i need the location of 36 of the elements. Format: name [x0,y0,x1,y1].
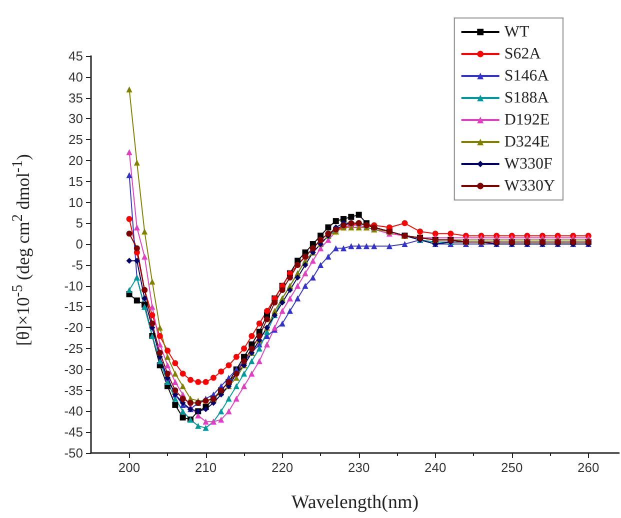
y-tick-label: -35 [64,382,83,398]
x-tick-label: 220 [271,460,294,475]
y-tick-label: -45 [64,424,83,440]
legend-label: S146A [504,68,550,84]
y-tick-label: 25 [68,132,83,148]
legend-label: S62A [504,46,542,62]
y-tick-label: 0 [76,236,83,252]
x-axis-title: Wavelength(nm) [291,492,419,513]
y-tick-label: -20 [64,320,83,336]
y-tick-label: 15 [68,174,83,189]
y-tick-label: -5 [71,257,83,272]
x-tick-label: 210 [194,460,217,475]
y-tick-label: -30 [64,362,83,377]
y-tick-label: -10 [64,278,83,294]
legend-label: W330Y [504,178,556,194]
x-tick-label: 260 [578,460,600,475]
y-tick-label: -15 [64,299,83,314]
y-tick-label: 35 [68,90,83,106]
y-tick-label: 40 [68,69,83,84]
y-tick-label: -25 [64,341,83,356]
x-tick-label: 240 [424,460,446,475]
legend-label: WT [504,24,530,40]
y-tick-label: 30 [68,111,83,126]
x-tick-label: 250 [501,460,523,475]
x-tick-label: 200 [118,460,140,475]
legend-label: D324E [504,134,550,150]
legend-label: S188A [504,90,550,106]
y-tick-label: -50 [64,446,83,460]
legend-label: D192E [504,112,550,128]
x-tick-label: 230 [348,460,370,475]
y-tick-label: 20 [68,152,83,168]
legend-label: W330F [504,156,552,172]
y-tick-label: 45 [68,48,83,64]
y-tick-label: 10 [68,194,83,210]
y-tick-label: 5 [76,216,83,231]
y-tick-label: -40 [64,404,83,419]
